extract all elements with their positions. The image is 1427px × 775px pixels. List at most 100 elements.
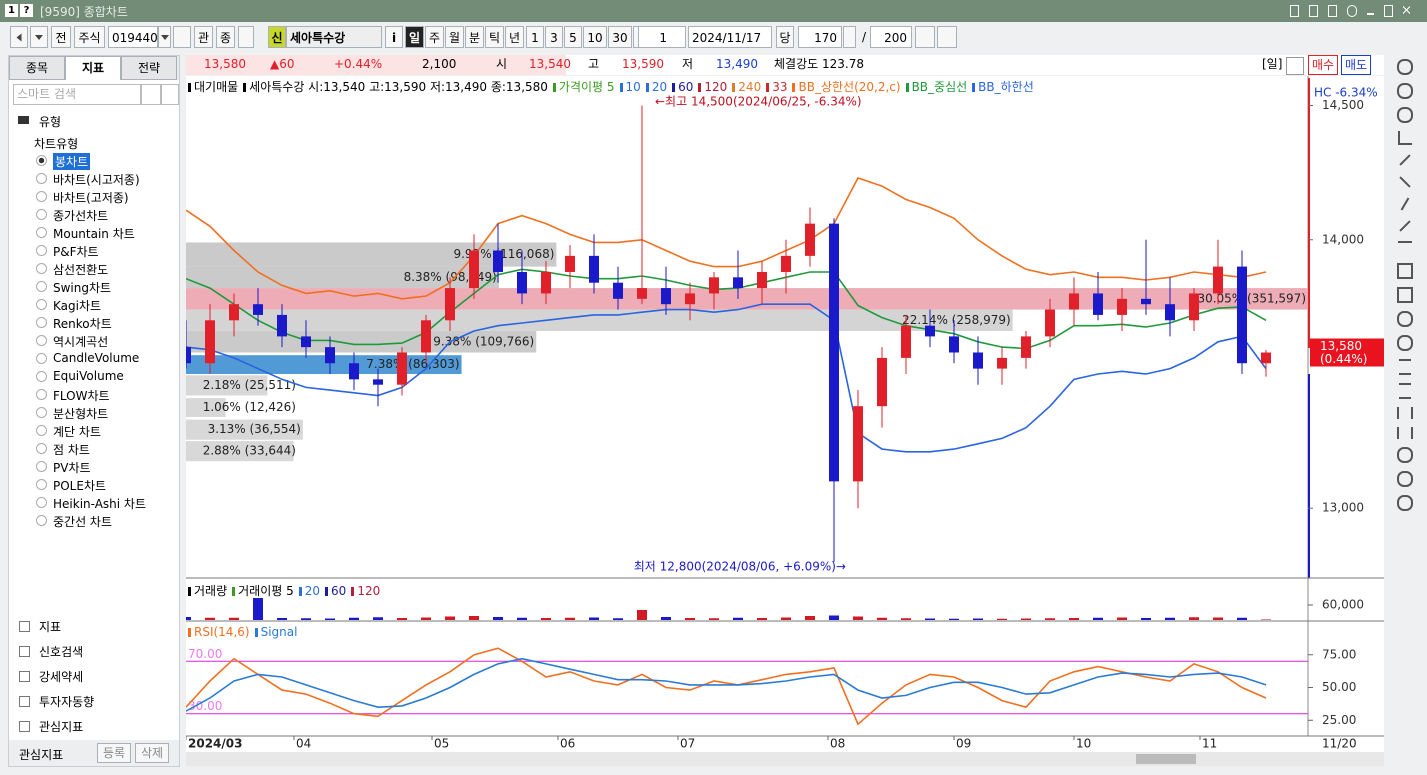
tool-icon[interactable] bbox=[1398, 131, 1412, 145]
tool-icon[interactable] bbox=[1397, 59, 1413, 75]
legend-item[interactable]: Signal bbox=[260, 625, 298, 639]
legend-item[interactable]: 60 bbox=[678, 80, 694, 94]
settings-button[interactable] bbox=[937, 26, 957, 48]
info-button[interactable]: i bbox=[385, 26, 403, 48]
market-button[interactable]: 전 bbox=[51, 26, 71, 48]
legend-item[interactable]: 60 bbox=[331, 584, 347, 598]
tool-icon[interactable] bbox=[1398, 241, 1412, 255]
window-icon[interactable]: 1 bbox=[5, 4, 18, 17]
control-button[interactable] bbox=[1290, 5, 1300, 17]
expand-box[interactable] bbox=[19, 646, 30, 657]
tool-icon[interactable] bbox=[1397, 495, 1413, 511]
chart-type-label[interactable]: P&F차트 bbox=[53, 245, 99, 259]
chart-type-label[interactable]: 삼선전환도 bbox=[53, 263, 109, 277]
radio[interactable] bbox=[36, 227, 47, 238]
tool-icon[interactable] bbox=[1397, 335, 1413, 351]
delete-button[interactable]: 삭제 bbox=[135, 743, 169, 763]
chart-type-label[interactable]: Renko차트 bbox=[53, 317, 112, 331]
expand-box[interactable] bbox=[19, 621, 30, 632]
legend-item[interactable]: BB_상한선(20,2,c) bbox=[798, 80, 901, 94]
legend-item[interactable]: 거래이평 5 bbox=[238, 584, 294, 598]
legend-item[interactable]: BB_하한선 bbox=[978, 80, 1034, 94]
chart-type-label[interactable]: PV차트 bbox=[53, 461, 91, 475]
total-input[interactable]: 200 bbox=[870, 26, 912, 48]
tool-icon[interactable] bbox=[1400, 197, 1410, 211]
stock-name[interactable]: 세아특수강 bbox=[286, 26, 382, 48]
count-input[interactable]: 170 bbox=[798, 26, 842, 48]
chart-type-label[interactable]: 봉차트 bbox=[53, 153, 91, 170]
period-button[interactable]: 월 bbox=[445, 26, 464, 48]
maximize-button[interactable] bbox=[1383, 5, 1393, 17]
chart-type-label[interactable]: 바차트(고저종) bbox=[53, 191, 129, 205]
close-button[interactable] bbox=[1402, 5, 1410, 15]
expand-icon[interactable] bbox=[161, 84, 179, 105]
legend-item[interactable]: 20 bbox=[304, 584, 321, 598]
chart-type-label[interactable]: CandleVolume bbox=[53, 351, 140, 365]
chart-type-label[interactable]: 점 차트 bbox=[53, 443, 90, 457]
search-icon[interactable] bbox=[140, 84, 161, 105]
scroll-thumb[interactable] bbox=[1136, 754, 1196, 764]
tree-folder[interactable]: 유형 bbox=[39, 115, 62, 129]
period-button[interactable]: 틱 bbox=[485, 26, 504, 48]
tool-icon[interactable] bbox=[1399, 176, 1411, 188]
chart-type-label[interactable]: Swing차트 bbox=[53, 281, 112, 295]
menu-button[interactable] bbox=[30, 26, 48, 48]
section-label[interactable]: 지표 bbox=[39, 620, 62, 634]
sidebar-tab[interactable]: 종목 bbox=[9, 56, 65, 80]
radio[interactable] bbox=[36, 407, 47, 418]
radio[interactable] bbox=[36, 353, 47, 364]
sidebar-tab[interactable]: 전략 bbox=[121, 56, 177, 80]
chart-settings[interactable] bbox=[1286, 57, 1304, 75]
legend-item[interactable]: 240 bbox=[738, 80, 762, 94]
radio[interactable] bbox=[36, 425, 47, 436]
period-button[interactable]: 일 bbox=[405, 26, 424, 48]
chart-type-label[interactable]: 중간선 차트 bbox=[53, 515, 113, 529]
register-button[interactable]: 등록 bbox=[97, 743, 131, 763]
legend-item[interactable]: 120 bbox=[704, 80, 728, 94]
legend-item[interactable]: 20 bbox=[651, 80, 668, 94]
tool-icon[interactable] bbox=[1397, 447, 1413, 463]
legend-item[interactable]: 33 bbox=[772, 80, 788, 94]
interval-button[interactable]: 5 bbox=[564, 26, 582, 48]
chart-type-label[interactable]: EquiVolume bbox=[53, 369, 124, 383]
legend-item[interactable]: 세아특수강 시:13,540 고:13,590 저:13,490 종:13,58… bbox=[249, 80, 548, 94]
control-button[interactable] bbox=[1347, 5, 1357, 17]
legend-item[interactable]: RSI(14,6) bbox=[194, 625, 250, 639]
section-label[interactable]: 투자자동향 bbox=[39, 695, 95, 709]
minimize-button[interactable] bbox=[1366, 13, 1374, 15]
expand-box[interactable] bbox=[19, 721, 30, 732]
sidebar-tab[interactable]: 지표 bbox=[65, 56, 121, 80]
interval-button[interactable]: 1 bbox=[526, 26, 544, 48]
code-dropdown[interactable] bbox=[158, 26, 171, 48]
radio[interactable] bbox=[36, 281, 47, 292]
radio[interactable] bbox=[36, 299, 47, 310]
radio[interactable] bbox=[36, 263, 47, 274]
radio[interactable] bbox=[36, 389, 47, 400]
tool-icon[interactable] bbox=[1397, 83, 1413, 99]
legend-item[interactable]: 가격이평 5 bbox=[558, 80, 615, 94]
legend-item[interactable]: 120 bbox=[357, 584, 381, 598]
radio[interactable] bbox=[36, 479, 47, 490]
radio[interactable] bbox=[36, 371, 47, 382]
radio[interactable] bbox=[36, 155, 47, 166]
asset-button[interactable]: 주식 bbox=[74, 26, 105, 48]
chart-type-label[interactable]: 계단 차트 bbox=[53, 425, 101, 439]
control-button[interactable] bbox=[1328, 5, 1338, 17]
radio[interactable] bbox=[36, 497, 47, 508]
tool-icon[interactable] bbox=[1399, 220, 1411, 232]
period-button[interactable]: 주 bbox=[425, 26, 444, 48]
tool-icon[interactable] bbox=[1397, 427, 1413, 439]
radio[interactable] bbox=[36, 191, 47, 202]
section-label[interactable]: 관심지표 bbox=[39, 720, 84, 734]
tool-icon[interactable] bbox=[1397, 311, 1413, 327]
tool-icon[interactable] bbox=[1397, 263, 1413, 279]
help-icon[interactable]: ? bbox=[20, 4, 33, 17]
date-input[interactable]: 2024/11/17 bbox=[688, 26, 772, 48]
chart-type-label[interactable]: Mountain 차트 bbox=[53, 227, 135, 241]
spinner[interactable] bbox=[238, 26, 254, 48]
control-button[interactable] bbox=[1309, 5, 1319, 17]
tool-icon[interactable] bbox=[1399, 383, 1411, 399]
chart-type-label[interactable]: 종가선차트 bbox=[53, 209, 109, 223]
chart-type-label[interactable]: FLOW차트 bbox=[53, 389, 110, 403]
radio[interactable] bbox=[36, 209, 47, 220]
